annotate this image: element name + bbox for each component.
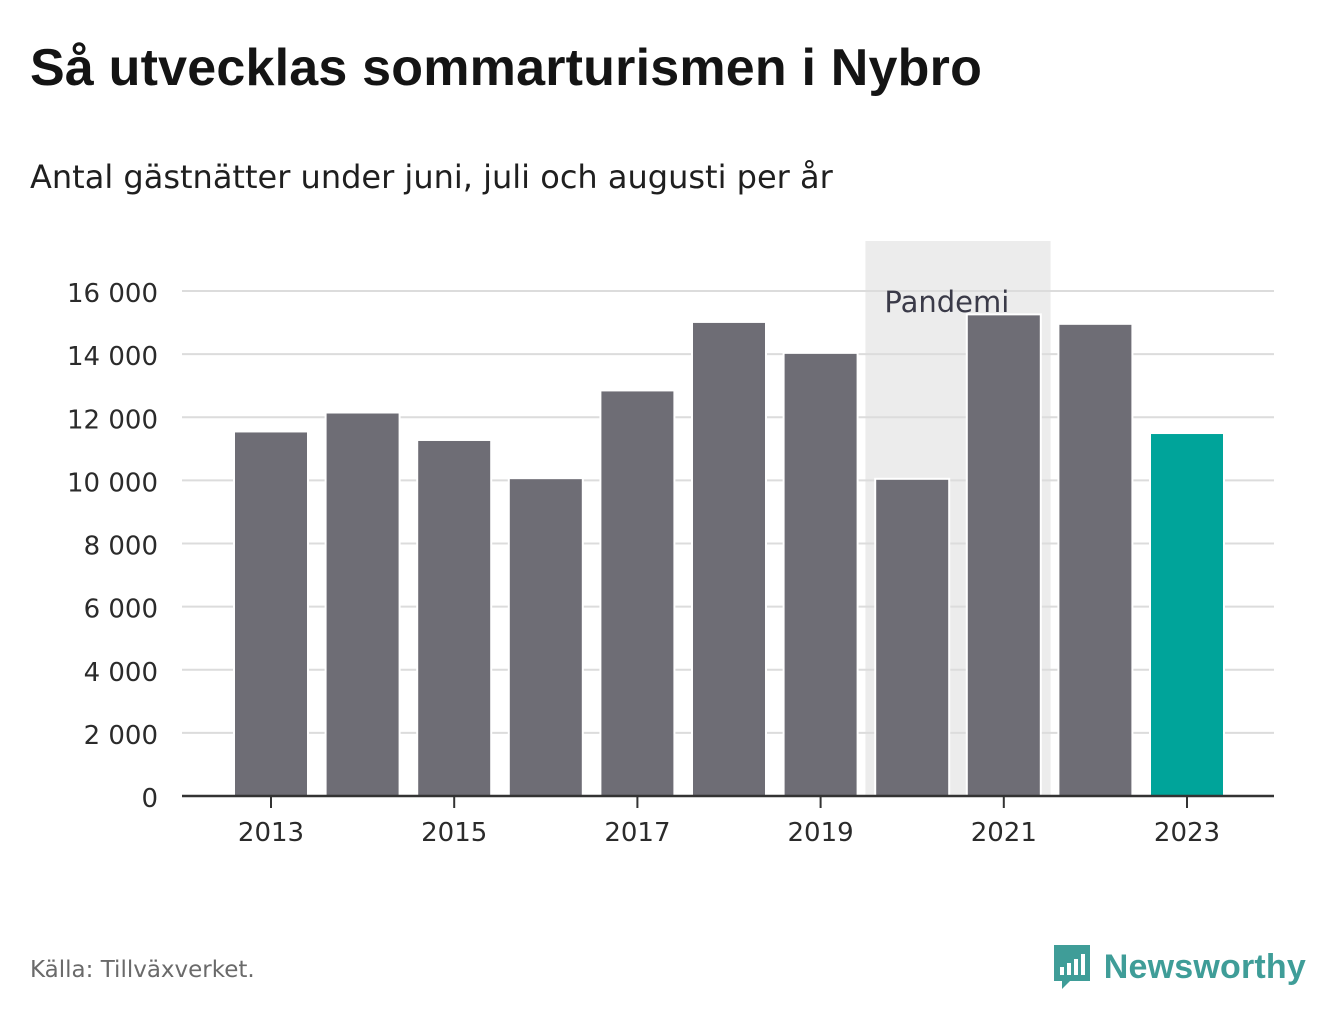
brand-name: Newsworthy xyxy=(1103,947,1306,986)
annotation-label-pandemi: Pandemi xyxy=(884,285,1009,319)
bar-2018 xyxy=(691,320,767,797)
chart-title: Så utvecklas sommarturismen i Nybro xyxy=(30,39,983,97)
x-tick-label: 2021 xyxy=(971,818,1037,848)
bar-2015 xyxy=(416,438,493,797)
bar-2019 xyxy=(782,351,859,797)
y-tick-label: 2 000 xyxy=(84,721,158,751)
bar-2014 xyxy=(324,411,401,797)
x-tick-label: 2019 xyxy=(788,818,854,848)
y-tick-label: 6 000 xyxy=(84,595,158,625)
x-tick-label: 2017 xyxy=(604,818,670,848)
bar-2022 xyxy=(1057,322,1134,797)
y-tick-label: 12 000 xyxy=(67,405,158,435)
bar-2013 xyxy=(233,430,309,797)
bar-2016 xyxy=(507,477,584,797)
y-tick-label: 8 000 xyxy=(84,532,158,562)
bar-2023 xyxy=(1149,432,1225,797)
brand-logo: Newsworthy xyxy=(1052,942,1306,992)
x-tick-label: 2015 xyxy=(421,818,487,848)
y-tick-label: 14 000 xyxy=(67,342,158,372)
y-tick-label: 16 000 xyxy=(67,279,158,309)
chart-subtitle: Antal gästnätter under juni, juli och au… xyxy=(30,158,833,196)
bar-2021 xyxy=(965,313,1042,797)
y-tick-label: 4 000 xyxy=(84,658,158,688)
y-tick-label: 10 000 xyxy=(67,468,158,498)
x-tick-label: 2013 xyxy=(238,818,304,848)
bar-2020 xyxy=(874,477,951,797)
y-tick-label: 0 xyxy=(141,784,158,814)
bar-2017 xyxy=(599,389,676,797)
newsworthy-logo-icon xyxy=(1053,945,1090,989)
source-note: Källa: Tillväxverket. xyxy=(30,957,255,983)
x-tick-label: 2023 xyxy=(1154,818,1220,848)
